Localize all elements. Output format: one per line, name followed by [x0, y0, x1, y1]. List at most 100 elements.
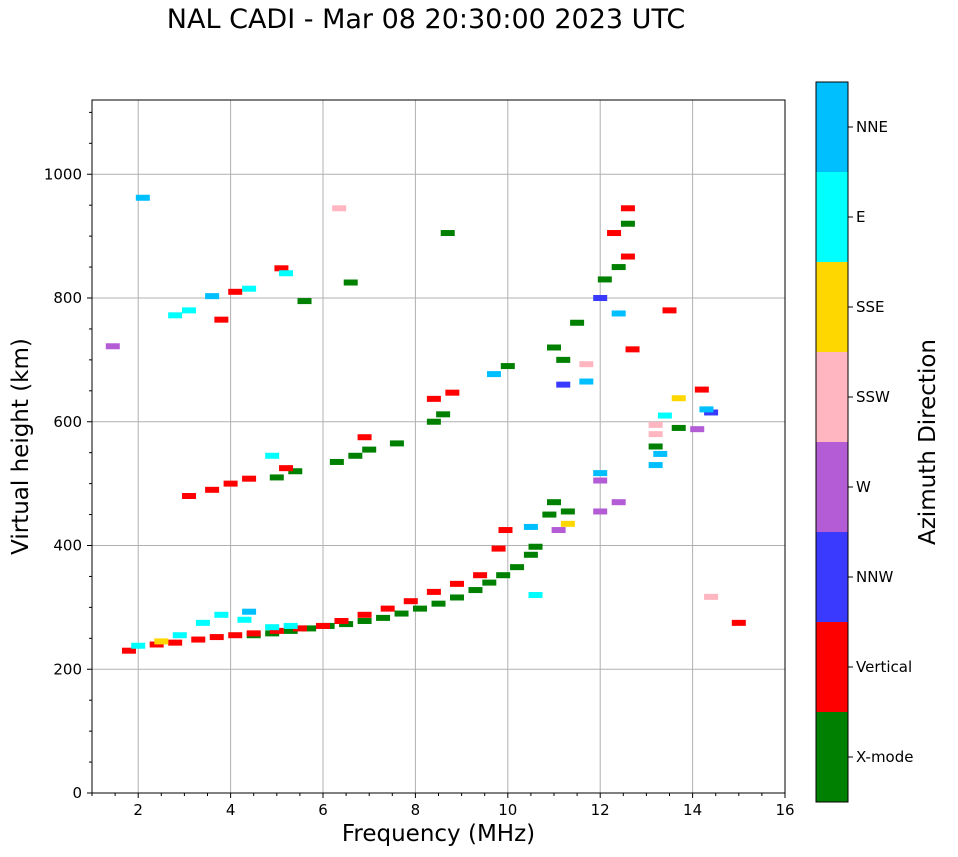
x-tick-label: 16 [775, 801, 794, 819]
data-point-nnw [556, 381, 571, 388]
colorbar-tick-label: X-mode [856, 748, 913, 766]
data-point-ssw [704, 593, 719, 600]
x-tick-label: 8 [411, 801, 421, 819]
data-point-e [182, 307, 197, 314]
y-axis-ticks: 0 200 400 600 800 1000 [44, 111, 92, 802]
data-point-e [528, 592, 543, 598]
data-point-x-mode [542, 511, 557, 518]
data-point-x-mode [302, 625, 317, 632]
data-point-vertical [473, 572, 488, 579]
data-point-e [265, 624, 280, 631]
data-point-vertical [357, 434, 372, 441]
y-tick-label: 0 [72, 784, 82, 802]
data-point-x-mode [413, 605, 428, 612]
data-point-nne [699, 406, 714, 413]
data-point-x-mode [528, 543, 543, 550]
data-point-vertical [223, 480, 238, 487]
x-tick-label: 10 [498, 801, 517, 819]
data-point-x-mode [376, 614, 391, 621]
data-point-x-mode [648, 443, 663, 450]
data-point-x-mode [468, 587, 483, 594]
colorbar-tick-label: NNE [856, 118, 888, 136]
data-point-vertical [279, 465, 294, 472]
x-tick-label: 2 [133, 801, 143, 819]
data-point-x-mode [343, 279, 358, 286]
data-point-vertical [182, 493, 197, 499]
data-point-nne [593, 470, 608, 477]
data-point-x-mode [611, 264, 626, 271]
data-point-x-mode [523, 551, 538, 558]
y-tick-label: 1000 [44, 165, 82, 183]
data-point-x-mode [394, 610, 409, 617]
data-point-e [214, 611, 229, 618]
data-point-sse [560, 520, 575, 527]
data-point-e [283, 622, 298, 629]
colorbar-label: Azimuth Direction [915, 339, 941, 545]
data-point-ssw [648, 431, 663, 438]
data-point-vertical [426, 395, 441, 402]
data-point-x-mode [671, 424, 686, 431]
data-point-nne [653, 450, 668, 457]
data-point-vertical [316, 622, 330, 629]
data-point-vertical [228, 632, 243, 639]
data-point-x-mode [297, 298, 312, 305]
data-point-x-mode [547, 499, 561, 506]
data-point-vertical [246, 630, 261, 637]
data-point-vertical [620, 253, 635, 260]
data-marks [105, 194, 746, 654]
y-tick-label: 200 [53, 660, 82, 678]
y-tick-label: 800 [53, 289, 82, 307]
data-point-x-mode [348, 452, 363, 459]
data-point-nne [648, 462, 663, 469]
data-point-nne [523, 523, 538, 530]
y-axis-label: Virtual height (km) [8, 338, 34, 555]
data-point-ssw [648, 421, 663, 428]
data-point-x-mode [496, 572, 511, 579]
data-point-nne [135, 194, 150, 201]
plot-frame [91, 99, 786, 794]
data-point-x-mode [362, 446, 377, 453]
data-point-nne [579, 378, 594, 385]
data-point-ssw [579, 361, 594, 368]
colorbar-tick-label: E [856, 208, 865, 226]
data-point-nnw [593, 295, 608, 301]
data-point-x-mode [597, 276, 612, 283]
colorbar-tick-label: SSW [856, 388, 890, 406]
colorbar-tick-label: Vertical [856, 658, 912, 676]
data-point-x-mode [288, 468, 303, 475]
colorbar-tick-label: W [856, 478, 871, 496]
data-point-x-mode [547, 344, 561, 351]
data-point-vertical [205, 486, 220, 493]
colorbar-segment [816, 172, 848, 262]
data-point-vertical [168, 639, 183, 646]
data-point-nnw [704, 409, 719, 416]
x-tick-label: 12 [591, 801, 610, 819]
data-point-x-mode [339, 621, 354, 628]
data-point-vertical [209, 634, 224, 641]
x-tick-label: 4 [226, 801, 236, 819]
data-point-w [690, 426, 705, 433]
data-point-vertical [625, 346, 640, 353]
data-point-vertical [491, 545, 506, 552]
data-point-x-mode [283, 627, 298, 634]
colorbar-segment [816, 622, 848, 712]
y-tick-label: 600 [53, 413, 82, 431]
data-point-ssw [332, 205, 347, 212]
colorbar-tick-label: NNW [856, 568, 893, 586]
data-point-x-mode [510, 564, 525, 571]
data-point-e [195, 619, 210, 626]
x-axis-label: Frequency (MHz) [342, 821, 535, 847]
colorbar-tick-label: SSE [856, 298, 885, 316]
colorbar-segment [816, 262, 848, 352]
data-point-x-mode [560, 508, 575, 515]
data-point-x-mode [556, 356, 571, 363]
data-point-x-mode [436, 411, 451, 418]
colorbar: X-mode Vertical NNW W SSW SSE E NNE [815, 81, 913, 803]
colorbar-frame [815, 81, 849, 803]
data-point-vertical [694, 386, 709, 393]
data-point-e [237, 616, 252, 623]
y-tick-label: 400 [53, 537, 82, 555]
data-point-vertical [228, 288, 243, 295]
data-point-sse [154, 638, 169, 645]
